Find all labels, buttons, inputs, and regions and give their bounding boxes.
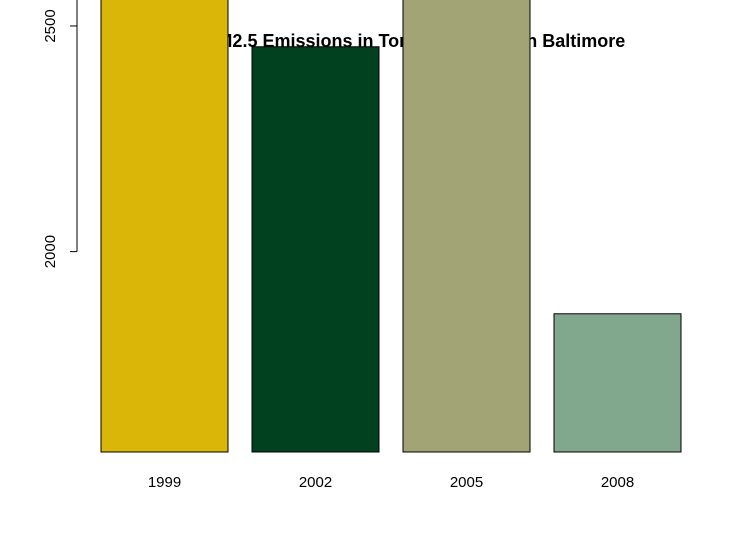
bar-2005 bbox=[402, 0, 531, 453]
y-axis: 200025003000 bbox=[42, 0, 78, 268]
chart-title: Total PM2.5 Emissions in Tons for 4 year… bbox=[159, 31, 625, 51]
x-tick-label-2008: 2008 bbox=[601, 474, 634, 491]
x-axis-labels: 1999 2002 2005 2008 bbox=[148, 474, 634, 491]
y-tick-label-2000: 2000 bbox=[42, 235, 59, 268]
x-tick-label-2002: 2002 bbox=[299, 474, 332, 491]
bars-group bbox=[100, 0, 682, 453]
x-tick-label-1999: 1999 bbox=[148, 474, 181, 491]
bar-2002 bbox=[251, 46, 380, 453]
x-tick-label-2005: 2005 bbox=[450, 474, 483, 491]
bar-2008 bbox=[553, 313, 682, 453]
bar-1999 bbox=[100, 0, 229, 453]
y-tick-label-2500: 2500 bbox=[42, 9, 59, 42]
